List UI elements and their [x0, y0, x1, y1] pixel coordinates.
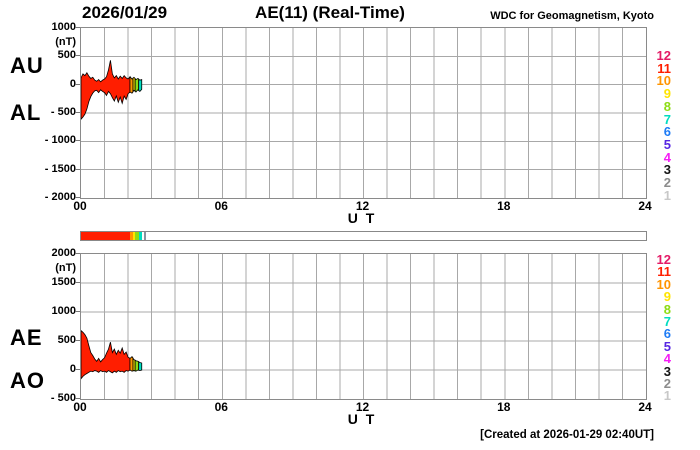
legend-station-count-9: 9	[663, 289, 671, 305]
y-tick-label: - 500	[50, 392, 76, 404]
y-tick-label: 1500	[51, 276, 76, 288]
y-tick-label: - 500	[50, 106, 76, 118]
x-tick-label: 06	[214, 199, 228, 213]
y-tick-label: 0	[69, 77, 76, 90]
index-trace-segment-7-stations	[138, 361, 143, 371]
y-tick-mark	[75, 282, 80, 283]
legend-station-count-11: 11	[657, 60, 671, 76]
legend-station-count-2: 2	[663, 376, 671, 391]
y-tick-mark	[75, 83, 80, 85]
y-tick-label: - 2000	[44, 191, 76, 203]
bar-segment-8-stations	[135, 232, 139, 240]
page-title: AE(11) (Real-Time)	[255, 3, 405, 22]
legend-station-count-8: 8	[663, 301, 671, 317]
bar-segment-11-stations	[81, 232, 130, 240]
index-trace-segment-8-stations	[134, 359, 140, 372]
legend-station-count-1: 1	[663, 388, 671, 404]
ao-series-label: AO	[10, 368, 45, 393]
x-tick-label: 12	[355, 199, 370, 213]
y-tick-mark	[75, 398, 80, 399]
x-tick-label: 00	[73, 400, 87, 414]
ae-ao-plot	[81, 254, 646, 399]
legend-station-count-8: 8	[663, 98, 671, 114]
legend-station-count-11: 11	[657, 264, 671, 280]
legend-station-count-6: 6	[663, 326, 671, 342]
y-tick-label: - 1500	[44, 162, 76, 175]
x-axis-label-bottom: U T	[347, 411, 377, 427]
y-tick-label: 2000	[51, 247, 76, 259]
legend-station-count-10: 10	[656, 73, 671, 89]
legend-station-count-10: 10	[656, 276, 671, 292]
index-trace-segment-10-stations	[129, 356, 134, 372]
y-tick-mark	[75, 311, 80, 312]
au-al-plot	[81, 28, 646, 198]
x-axis-label-top: U T	[347, 210, 377, 226]
x-tick-label: 18	[497, 400, 511, 414]
y-axis-unit-label: (nT)	[55, 36, 76, 48]
x-tick-label: 18	[497, 199, 511, 213]
legend-station-count-12: 12	[656, 48, 671, 63]
y-tick-label: - 1000	[44, 134, 76, 147]
x-tick-label: 12	[355, 400, 370, 414]
y-tick-mark	[75, 197, 80, 198]
current-time-marker	[143, 232, 146, 240]
ae-ao-plot-panel	[80, 253, 647, 400]
y-axis-unit-label: (nT)	[55, 262, 76, 274]
x-tick-label: 24	[638, 400, 652, 414]
y-tick-mark	[75, 55, 80, 57]
legend-station-count-6: 6	[663, 124, 671, 140]
legend-station-count-4: 4	[663, 351, 671, 367]
index-trace-segment-8-stations	[134, 77, 140, 93]
legend-station-count-3: 3	[663, 162, 671, 178]
legend-station-count-2: 2	[663, 175, 671, 190]
y-tick-label: 500	[57, 49, 76, 62]
au-al-plot-panel	[80, 27, 647, 199]
legend-station-count-9: 9	[663, 86, 671, 102]
legend-station-count-5: 5	[663, 136, 671, 152]
station-count-bar	[80, 231, 647, 241]
ae-series-label: AE	[10, 325, 43, 350]
y-tick-mark	[75, 168, 80, 170]
created-timestamp: [Created at 2026-01-29 02:40UT]	[480, 429, 654, 441]
plot-date: 2026/01/29	[82, 3, 168, 22]
y-tick-mark	[75, 27, 80, 28]
y-tick-label: 0	[69, 363, 76, 375]
au-series-label: AU	[10, 53, 44, 78]
bar-segment-7-stations	[138, 232, 142, 240]
legend-station-count-7: 7	[663, 314, 671, 329]
y-tick-label: 1000	[51, 305, 76, 317]
index-trace-segment-7-stations	[138, 78, 143, 93]
legend-station-count-1: 1	[663, 187, 671, 203]
x-tick-label: 24	[638, 199, 652, 213]
y-tick-label: 500	[57, 334, 76, 346]
y-tick-mark	[75, 369, 80, 370]
bar-segment-10-stations	[129, 232, 133, 240]
x-tick-label: 00	[73, 199, 87, 213]
bar-segment-9-stations	[133, 232, 136, 240]
y-tick-mark	[75, 253, 80, 254]
y-tick-mark	[75, 340, 80, 341]
legend-station-count-5: 5	[663, 338, 671, 354]
index-trace-segment-11-stations	[81, 330, 131, 380]
x-tick-label: 06	[214, 400, 228, 414]
al-series-label: AL	[10, 100, 42, 125]
legend-station-count-7: 7	[663, 111, 671, 127]
legend-station-count-12: 12	[656, 252, 671, 267]
y-tick-mark	[75, 112, 80, 113]
index-trace-segment-10-stations	[129, 76, 134, 94]
legend-station-count-4: 4	[663, 149, 671, 165]
y-tick-mark	[75, 140, 80, 142]
legend-station-count-3: 3	[663, 363, 671, 379]
data-source-label: WDC for Geomagnetism, Kyoto	[490, 10, 654, 22]
index-trace-segment-11-stations	[81, 60, 131, 120]
y-tick-label: 1000	[51, 21, 76, 33]
